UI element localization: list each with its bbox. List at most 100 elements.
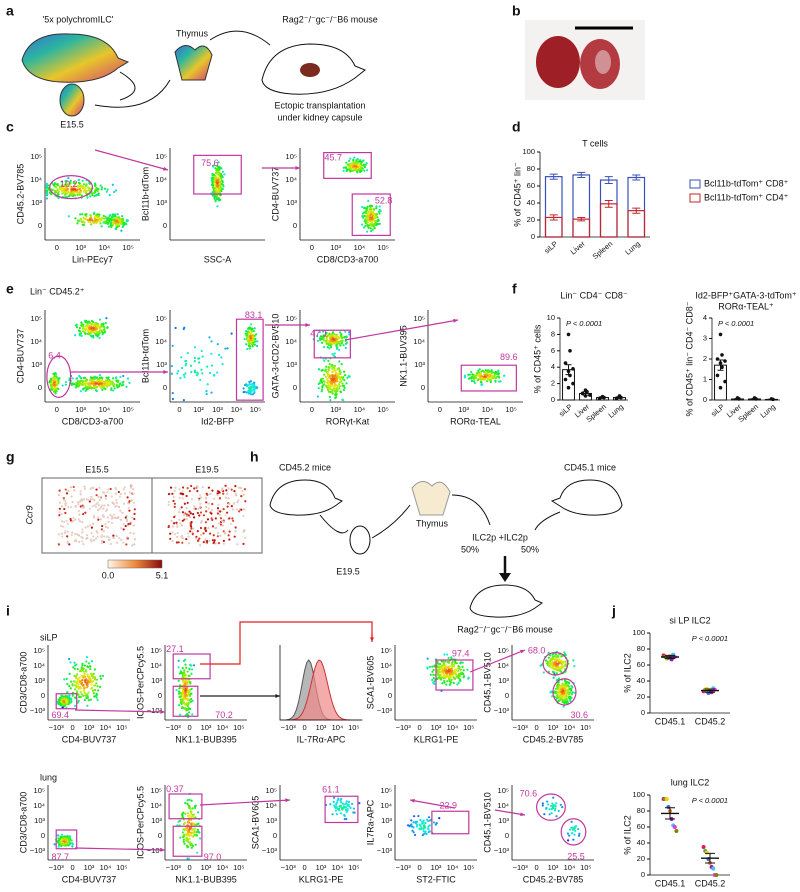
event-dot (252, 345, 254, 347)
event-dot (72, 684, 74, 686)
cell-dot (123, 488, 125, 490)
x-tick-label: 10⁴ (99, 243, 111, 252)
cell-dot (225, 497, 227, 499)
cell-dot (62, 525, 64, 527)
event-dot (58, 377, 60, 379)
event-dot (554, 809, 556, 811)
cell-dot (223, 521, 225, 523)
x-tick-label: 0 (188, 723, 192, 732)
event-dot (341, 337, 343, 339)
event-dot (53, 843, 55, 845)
cell-dot (81, 521, 83, 523)
graft (595, 50, 611, 74)
cell-dot (67, 542, 69, 544)
event-dot (546, 662, 548, 664)
event-dot (183, 843, 185, 845)
event-dot (220, 167, 222, 169)
event-dot (555, 815, 557, 817)
cell-dot (174, 533, 176, 535)
event-dot (46, 197, 48, 199)
cell-dot (219, 497, 221, 499)
cell-dot (187, 487, 189, 489)
cell-dot (173, 522, 175, 524)
event-dot (218, 199, 220, 201)
cell-dot (192, 528, 194, 530)
event-dot (567, 832, 569, 834)
cell-dot (179, 497, 181, 499)
event-dot (573, 665, 575, 667)
event-dot (71, 839, 73, 841)
event-dot (101, 217, 103, 219)
event-dot (84, 187, 86, 189)
thymus-label: Thymus (416, 518, 449, 528)
data-point (564, 361, 568, 365)
cell-dot (219, 510, 221, 512)
x-tick-label: Lung (623, 239, 642, 257)
event-dot (346, 805, 348, 807)
cell-dot (200, 527, 202, 529)
y-tick-label: 10³ (414, 360, 425, 369)
event-dot (449, 665, 451, 667)
event-dot (86, 379, 88, 381)
arrowhead (499, 573, 511, 582)
event-dot (426, 667, 428, 669)
colorbar-label: 5.1 (156, 570, 169, 580)
event-dot (182, 694, 184, 696)
event-dot (65, 381, 67, 383)
event-dot (55, 390, 57, 392)
cell-dot (226, 512, 228, 514)
event-dot (218, 197, 220, 199)
event-dot (318, 387, 320, 389)
data-point (585, 390, 589, 394)
cell-dot (82, 504, 84, 506)
cell-dot (237, 499, 239, 501)
x-tick-label: 10⁴ (332, 723, 344, 732)
x-tick-label: −10³ (281, 863, 297, 872)
event-dot (183, 671, 185, 673)
event-dot (184, 372, 186, 374)
event-dot (479, 368, 481, 370)
event-dot (120, 230, 122, 232)
event-dot (488, 378, 490, 380)
event-dot (188, 690, 190, 692)
event-dot (96, 194, 98, 196)
event-dot (443, 653, 445, 655)
x-tick-label: 0 (535, 863, 539, 872)
x-axis-label: KLRG1-PE (414, 734, 459, 744)
event-dot (222, 181, 224, 183)
event-dot (213, 187, 215, 189)
event-dot (181, 700, 183, 702)
event-dot (438, 817, 440, 819)
cell-dot (67, 506, 69, 508)
y-tick-label: 10⁵ (34, 786, 45, 795)
event-dot (71, 382, 73, 384)
cell-dot (111, 518, 113, 520)
cell-dot (207, 518, 209, 520)
y-tick-label: −10³ (30, 846, 46, 855)
event-dot (449, 683, 451, 685)
event-dot (58, 846, 60, 848)
x-tick-label: −10³ (166, 723, 182, 732)
event-dot (325, 370, 327, 372)
event-dot (431, 679, 433, 681)
event-dot (563, 692, 565, 694)
event-dot (179, 820, 181, 822)
cell-dot (131, 499, 133, 501)
event-dot (447, 657, 449, 659)
cell-dot (206, 493, 208, 495)
event-dot (331, 368, 333, 370)
cell-dot (212, 525, 214, 527)
event-dot (107, 380, 109, 382)
event-dot (346, 800, 348, 802)
cell-dot (200, 496, 202, 498)
event-dot (109, 223, 111, 225)
x-axis-label: Id2-BFP (201, 416, 234, 426)
event-dot (81, 194, 83, 196)
event-dot (343, 371, 345, 373)
data-point (571, 367, 575, 371)
event-dot (69, 673, 71, 675)
event-dot (112, 224, 114, 226)
event-dot (80, 675, 82, 677)
cell-dot (90, 496, 92, 498)
event-dot (189, 664, 191, 666)
